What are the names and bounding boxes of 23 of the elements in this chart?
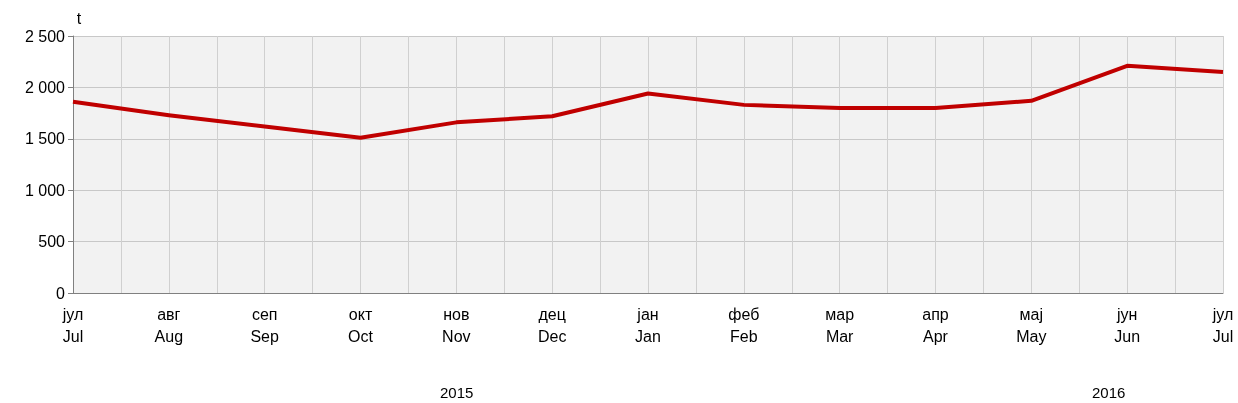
x-tick-label: окт Oct <box>348 305 374 345</box>
y-tick-label: 2 000 <box>24 78 66 96</box>
x-tick-label: сеп Sep <box>250 305 279 345</box>
x-tick-label: јул Jul <box>61 305 84 345</box>
y-axis-title: t <box>76 9 82 27</box>
line-series <box>71 63 1225 140</box>
y-tick-label: 1 000 <box>24 181 66 199</box>
x-tick-label: нов Nov <box>442 305 471 345</box>
x-tick-label: апр Apr <box>922 305 949 345</box>
x-tick-label: феб Feb <box>728 305 760 345</box>
y-tick-label: 1 500 <box>24 130 66 148</box>
x-tick-label: јан Jan <box>635 305 661 345</box>
y-tick-label: 2 500 <box>24 27 66 45</box>
y-tick-label: 0 <box>56 284 66 302</box>
y-tick-label: 500 <box>38 233 66 251</box>
x-tick-label: јул Jul <box>1211 305 1234 345</box>
x-tick-label: мар Mar <box>825 305 855 345</box>
x-tick-label: мај May <box>1016 305 1047 345</box>
x-tick-label: јун Jun <box>1114 305 1141 345</box>
text: 2015 <box>439 384 474 401</box>
text: 2016 <box>1092 384 1126 401</box>
x-tick-label: дец Dec <box>537 305 567 345</box>
x-tick-label: авг Aug <box>154 305 184 345</box>
